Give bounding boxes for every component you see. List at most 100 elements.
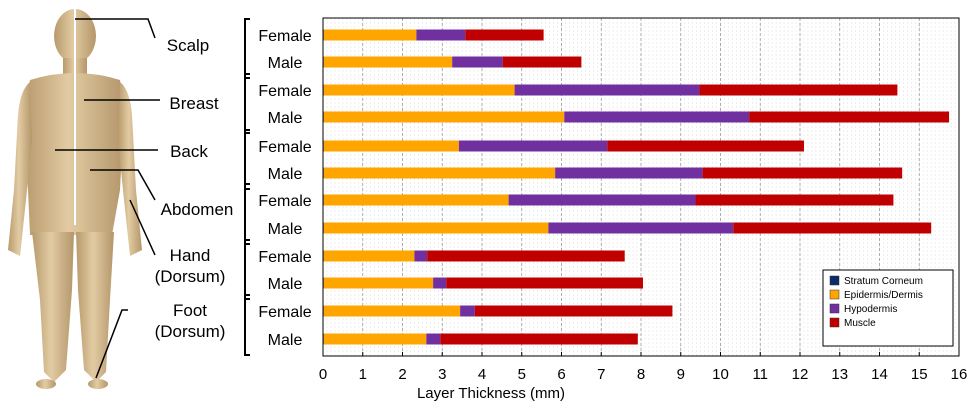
bar-segment [323, 56, 453, 68]
bar-segment [695, 194, 894, 206]
bar-segment [323, 140, 459, 152]
bar-segment [458, 140, 608, 152]
category-label: Female [258, 193, 311, 210]
bar-segment [702, 167, 903, 179]
category-label: Female [258, 83, 311, 100]
region-label: Abdomen [161, 200, 234, 219]
bar-segment [416, 29, 466, 41]
human-body-figure [8, 8, 142, 389]
leader-line-foot [95, 309, 128, 379]
category-label: Female [258, 304, 311, 321]
bar-segment [555, 167, 703, 179]
bar-segment [508, 194, 696, 206]
bar-segment [323, 167, 556, 179]
bar-segment [426, 333, 441, 345]
category-label: Female [258, 249, 311, 266]
bar-segment [502, 56, 582, 68]
x-tick-label: 13 [831, 366, 848, 383]
x-tick-label: 1 [359, 366, 367, 383]
x-tick-label: 0 [319, 366, 327, 383]
x-tick-label: 2 [398, 366, 406, 383]
bar-segment [414, 250, 428, 262]
group-bracket [244, 18, 250, 79]
x-tick-label: 12 [792, 366, 809, 383]
bar-segment [323, 29, 417, 41]
leader-line-hand [129, 199, 156, 256]
group-bracket [244, 129, 250, 190]
x-axis-ticks: 0 1 2 3 4 5 6 7 8 9 10 11 12 13 14 15 16 [319, 352, 968, 383]
category-label: Female [258, 139, 311, 156]
bar-segment [733, 222, 932, 234]
bar-segment [699, 84, 898, 96]
category-label: Male [268, 221, 303, 238]
sex-labels: Female Male Female Male Female Male Female Male… [258, 28, 311, 349]
category-label: Male [268, 166, 303, 183]
bar-segment [548, 222, 734, 234]
leader-line-abdomen [90, 169, 156, 201]
x-tick-label: 16 [951, 366, 968, 383]
bars [323, 29, 950, 345]
region-label: Foot (Dorsum) [155, 301, 226, 341]
region-label: Hand (Dorsum) [155, 246, 226, 286]
category-label: Male [268, 55, 303, 72]
x-tick-label: 8 [637, 366, 645, 383]
region-labels: Scalp Breast Back Abdomen Hand (Dorsum) Foot (D… [155, 36, 234, 341]
group-bracket [244, 73, 250, 134]
category-label: Female [258, 28, 311, 45]
bar-segment [323, 222, 549, 234]
leader-line-scalp [75, 18, 156, 39]
bar-segment [323, 111, 565, 123]
x-tick-label: 3 [438, 366, 446, 383]
bar-segment [474, 305, 673, 317]
bar-segment [460, 305, 475, 317]
region-label: Breast [169, 94, 218, 113]
bar-segment [749, 111, 950, 123]
bar-segment [564, 111, 750, 123]
bar-segment [607, 140, 804, 152]
legend-label: Muscle [844, 318, 876, 329]
x-tick-label: 14 [871, 366, 888, 383]
bar-segment [440, 333, 638, 345]
legend: Stratum Corneum Epidermis/Dermis Hypodermi… [822, 269, 954, 347]
region-label: Scalp [167, 36, 210, 55]
group-bracket [244, 294, 250, 356]
legend-swatch [829, 289, 840, 300]
x-tick-label: 11 [752, 366, 768, 383]
group-bracket [244, 239, 250, 300]
bar-segment [452, 56, 503, 68]
category-label: Male [268, 110, 303, 127]
x-tick-label: 6 [557, 366, 565, 383]
bar-segment [323, 305, 461, 317]
x-tick-label: 7 [597, 366, 605, 383]
x-tick-label: 5 [518, 366, 526, 383]
bar-segment [446, 277, 643, 289]
bar-segment [465, 29, 544, 41]
bar-segment [433, 277, 447, 289]
legend-box [822, 269, 954, 347]
bar-segment [514, 84, 700, 96]
x-tick-label: 10 [712, 366, 729, 383]
region-leader-lines [55, 18, 160, 379]
legend-swatch [829, 303, 840, 314]
bar-segment [323, 84, 515, 96]
bar-segment [323, 194, 509, 206]
legend-label: Epidermis/Dermis [844, 290, 923, 301]
category-label: Male [268, 276, 303, 293]
bar-segment [427, 250, 625, 262]
x-tick-label: 9 [677, 366, 685, 383]
x-tick-label: 4 [478, 366, 486, 383]
minor-gridlines [322, 18, 960, 356]
bar-segment [323, 250, 415, 262]
legend-label: Hypodermis [844, 304, 897, 315]
x-axis-title: Layer Thickness (mm) [417, 385, 565, 401]
group-brackets [244, 18, 250, 356]
region-label: Back [170, 142, 208, 161]
bar-segment [323, 333, 427, 345]
legend-label: Stratum Corneum [844, 276, 923, 287]
legend-swatch [829, 317, 840, 328]
bar-segment [323, 277, 434, 289]
legend-swatch [829, 275, 840, 286]
category-label: Male [268, 332, 303, 349]
group-bracket [244, 183, 250, 245]
